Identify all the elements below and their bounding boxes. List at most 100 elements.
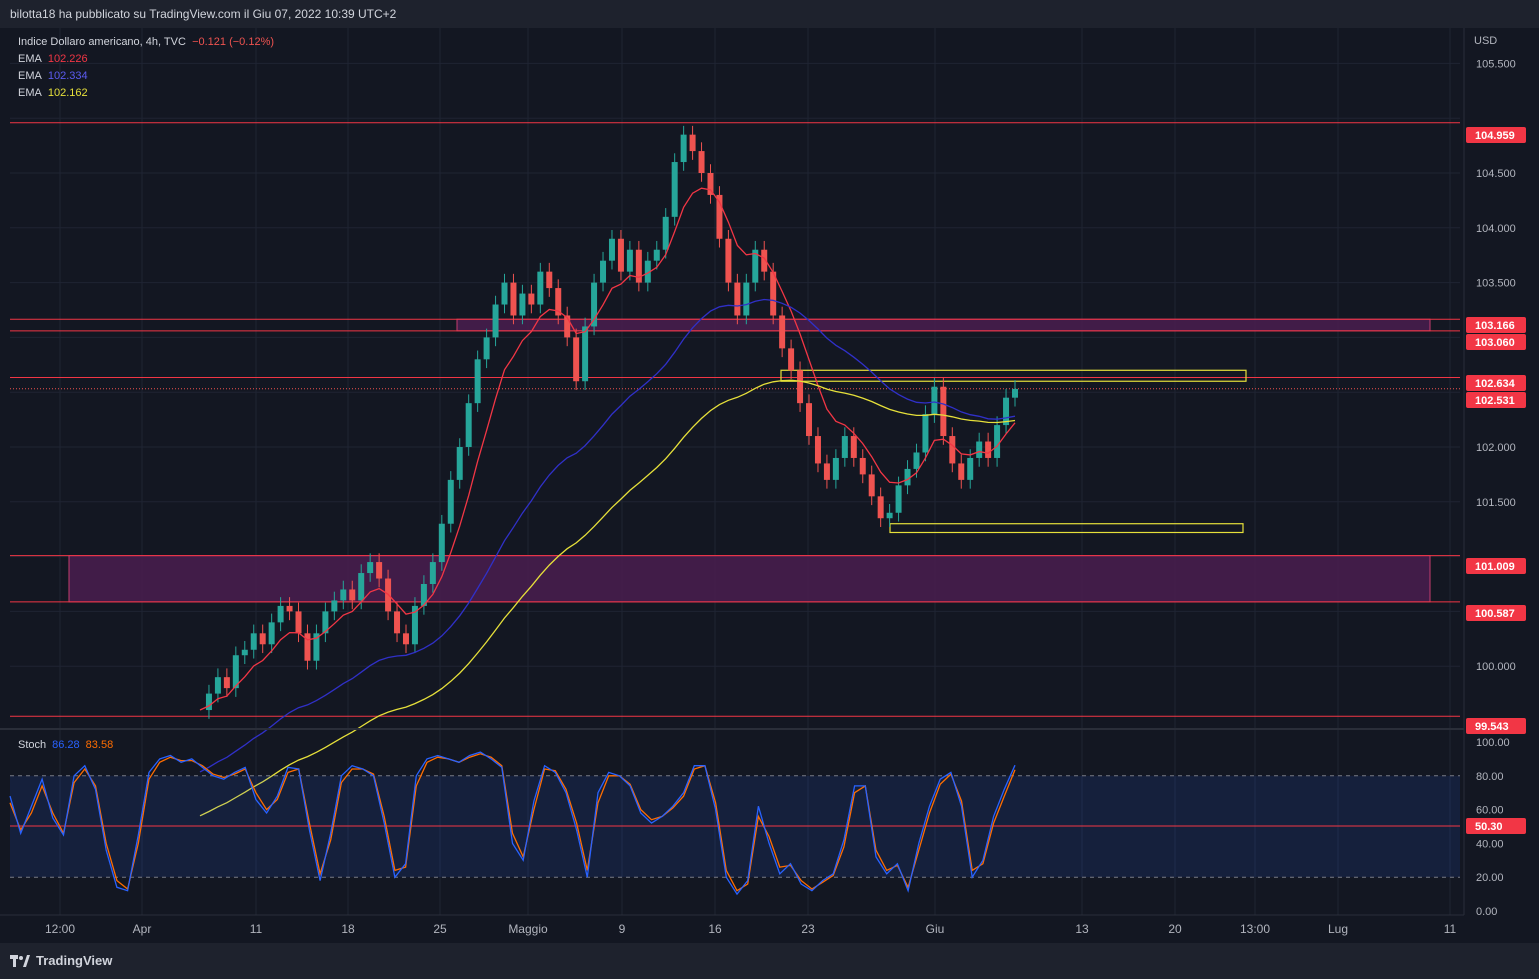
stoch-k-value: 86.28 [52,739,80,751]
candle-body [626,249,633,272]
price-chart[interactable]: USD 105.500 104.500 104.000 103.500 102.000 10… [0,28,1539,943]
candle-body [994,425,1001,458]
candle-body [313,633,320,661]
candle-body [788,348,795,371]
candle-body [402,633,409,645]
candle-body [474,359,481,404]
candle-body [295,611,302,634]
candle-body [465,403,472,447]
candle-body [205,693,212,711]
price-level-tag-bg [1466,127,1526,143]
candle-body [832,457,839,480]
candle-body [967,457,974,480]
price-level-tag-bg [1466,392,1526,408]
candle-body [420,584,427,606]
price-level-tag: 103.060 [1466,334,1526,350]
price-level-tag-text: 100.587 [1475,608,1515,620]
candle-body [447,479,454,524]
stoch-tick-label: 60.00 [1476,805,1504,817]
candle-body [931,386,938,415]
candle-body [429,562,436,584]
candle-body [752,249,759,283]
candle-body [573,337,580,382]
candle-body [564,315,571,338]
candle-body [492,304,499,338]
candle-body [734,282,741,316]
x-tick-label: 23 [801,922,815,936]
x-tick-label: 12:00 [45,922,75,936]
price-level-tag: 104.959 [1466,127,1526,143]
candle-body [850,436,857,458]
candle-body [241,649,248,656]
candle-body [394,611,401,634]
candle-body [868,474,875,497]
price-level-tag-bg [1466,334,1526,350]
x-tick-label: 20 [1168,922,1182,936]
price-level-tag: 100.587 [1466,605,1526,621]
candle-body [223,677,230,689]
candle-body [1003,397,1010,426]
stoch-tick-label: 100.00 [1476,737,1510,749]
candle-body [304,633,311,661]
stoch-k-line [9,751,1016,896]
candle-body [698,151,705,173]
stoch-tick-label: 80.00 [1476,771,1504,783]
ema-yellow-line [199,379,1016,817]
tradingview-logo[interactable]: TradingView [10,953,112,968]
ema2-label: EMA [18,70,42,82]
candle-body [823,463,830,480]
price-level-tag-text: 102.531 [1475,395,1515,407]
candles [205,125,1018,719]
y-axis-unit: USD [1474,35,1497,47]
stoch-level-tag: 50.30 [1466,817,1526,834]
candle-body [797,370,804,404]
candle-body [411,605,418,645]
candle-body [259,633,266,645]
candle-body [340,589,347,601]
footer-bar: TradingView [0,943,1539,979]
x-tick-label: 13:00 [1240,922,1270,936]
candle-body [743,282,750,316]
candle-body [277,605,284,623]
candle-body [510,282,517,316]
price-level-tag-bg [1466,375,1526,391]
stoch-level-tag-text: 50.30 [1475,821,1503,833]
price-level-tag-text: 103.166 [1475,320,1515,332]
candle-body [662,216,669,250]
candle-body [501,282,508,305]
candle-body [367,562,374,574]
candle-body [600,260,607,283]
ema2-value: 102.334 [47,70,88,82]
candle-body [716,194,723,239]
candle-body [546,271,553,289]
candle-body [286,605,293,612]
price-level-tag: 102.531 [1466,392,1526,408]
y-tick-label: 105.500 [1476,58,1516,70]
candle-body [617,238,624,272]
candle-body [922,414,929,453]
price-level-tag-text: 103.060 [1475,337,1515,349]
ema1-label: EMA [18,53,42,65]
candle-body [779,315,786,349]
tradingview-logo-icon [10,954,30,967]
x-tick-label: Apr [133,922,152,936]
stoch-label: Stoch [18,739,47,751]
y-tick-label: 101.500 [1476,497,1516,509]
candle-body [949,436,956,464]
stoch-band [10,775,1460,878]
publisher-text: bilotta18 ha pubblicato su TradingView.c… [10,7,397,21]
ema-red-line [199,187,1016,711]
supply-demand-zone [456,318,1431,332]
candle-body [483,337,490,360]
price-level-tag-text: 101.009 [1475,561,1515,573]
y-tick-label: 102.000 [1476,442,1516,454]
candle-body [877,496,884,519]
candle-body [582,326,589,382]
price-box [780,369,1247,382]
x-tick-label: Giu [926,922,945,936]
y-tick-label: 103.500 [1476,278,1516,290]
main-legend: Indice Dollaro americano, 4h, TVC −0.121… [18,34,274,102]
candle-body [591,282,598,327]
stoch-legend: Stoch 86.28 83.58 [18,737,113,754]
x-tick-label: 13 [1075,922,1089,936]
